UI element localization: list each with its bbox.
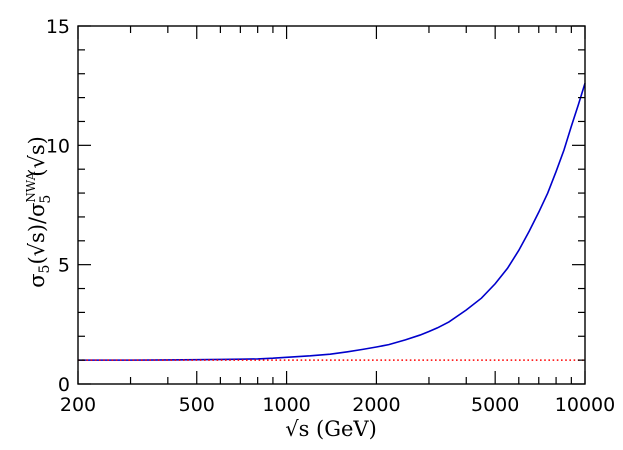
x-tick-label: 10000 — [555, 394, 615, 416]
y-tick-label: 0 — [58, 374, 70, 396]
plot-frame — [77, 25, 586, 385]
y-tick-label: 15 — [46, 16, 70, 38]
y-tick-label: 10 — [46, 135, 70, 157]
axis-ticks — [77, 25, 586, 385]
y-axis-label: σ5(√s)/σNWA5(√s) — [24, 136, 54, 288]
x-tick-label: 1000 — [262, 394, 310, 416]
tick-labels: 0 5 10 15 200 500 1000 2000 5000 10000 — [46, 16, 615, 416]
y-tick-label: 5 — [58, 255, 70, 277]
x-tick-label: 2000 — [352, 394, 400, 416]
x-tick-label: 200 — [60, 394, 96, 416]
x-tick-label: 5000 — [471, 394, 519, 416]
series-line-1 — [78, 83, 586, 361]
x-tick-label: 500 — [179, 394, 215, 416]
x-axis-label: √s (GeV) — [285, 417, 377, 441]
plot-area — [78, 83, 586, 361]
